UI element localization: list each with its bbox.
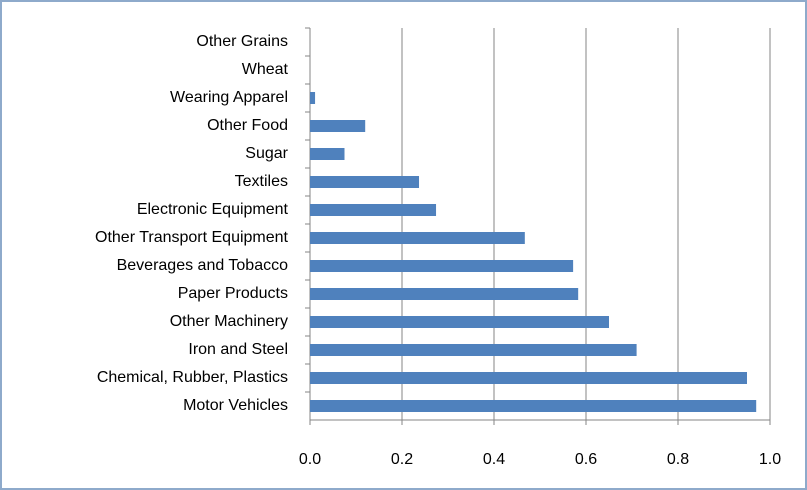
y-tick-label: Other Grains [196, 33, 288, 50]
bar [310, 316, 609, 328]
bar [310, 92, 316, 104]
y-tick-label: Paper Products [178, 285, 288, 302]
y-tick-label: Other Machinery [170, 313, 288, 330]
bar [310, 120, 366, 132]
bar [310, 344, 637, 356]
x-tick-label: 0.4 [483, 451, 505, 468]
bar [310, 372, 747, 384]
bar [310, 148, 345, 160]
y-tick-label: Iron and Steel [188, 341, 288, 358]
bar [310, 288, 579, 300]
y-tick-label: Electronic Equipment [137, 201, 289, 218]
x-tick-label: 1.0 [759, 451, 781, 468]
x-tick-label: 0.8 [667, 451, 689, 468]
x-tick-label: 0.0 [299, 451, 321, 468]
bar [310, 232, 525, 244]
bar [310, 176, 420, 188]
y-tick-label: Chemical, Rubber, Plastics [97, 369, 288, 386]
bar [310, 204, 437, 216]
y-tick-label: Sugar [245, 145, 288, 162]
y-tick-label: Other Food [207, 117, 288, 134]
y-tick-label: Textiles [235, 173, 288, 190]
y-tick-label: Wheat [242, 61, 289, 78]
y-tick-label: Motor Vehicles [183, 397, 288, 414]
x-tick-label: 0.2 [391, 451, 413, 468]
x-tick-label: 0.6 [575, 451, 597, 468]
y-tick-label: Beverages and Tobacco [117, 257, 288, 274]
bar [310, 260, 574, 272]
y-tick-label: Wearing Apparel [170, 89, 288, 106]
y-tick-label: Other Transport Equipment [95, 229, 289, 246]
bar [310, 400, 757, 412]
